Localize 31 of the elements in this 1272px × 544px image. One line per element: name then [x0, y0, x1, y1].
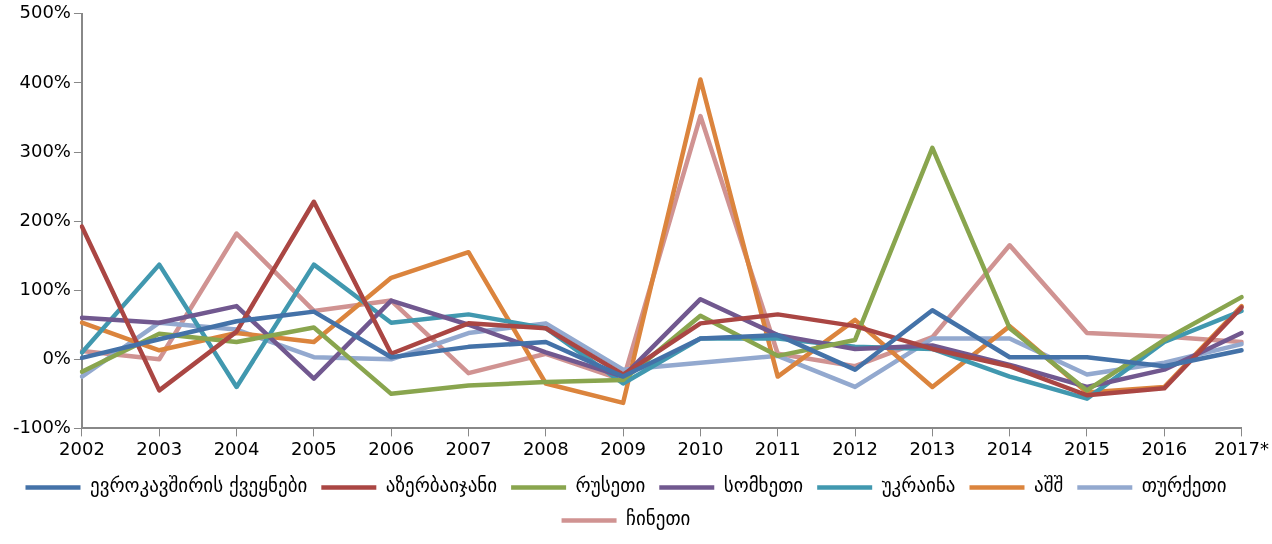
x-tick-label: 2013	[909, 437, 956, 459]
legend-label: ჩინეთი	[626, 507, 691, 531]
y-tick-label: 200%	[19, 208, 71, 230]
x-tick-label: 2008	[522, 437, 569, 459]
x-tick-label: 2010	[677, 437, 724, 459]
y-tick-label: -100%	[12, 416, 71, 438]
x-tick-label: 2007	[445, 437, 492, 459]
y-tick-label: 500%	[19, 1, 71, 23]
x-tick-label: 2017*	[1214, 437, 1269, 459]
x-tick-label: 2002	[59, 437, 105, 459]
x-tick-label: 2012	[832, 437, 878, 459]
legend-label: რუსეთი	[575, 474, 646, 498]
y-tick-label: 0%	[42, 346, 71, 368]
x-tick-label: 2009	[600, 437, 647, 459]
y-tick-label: 100%	[19, 277, 71, 299]
x-tick-label: 2006	[368, 437, 415, 459]
legend-label: აშშ	[1033, 474, 1064, 497]
legend-label: სომხეთი	[723, 474, 804, 498]
x-tick-label: 2004	[213, 437, 260, 459]
legend-label: უკრაინა	[881, 474, 956, 498]
x-tick-label: 2014	[986, 437, 1033, 459]
legend-label: თურქეთი	[1141, 474, 1227, 498]
x-tick-label: 2005	[290, 437, 337, 459]
x-tick-label: 2011	[754, 437, 801, 459]
x-tick-label: 2016	[1141, 437, 1188, 459]
y-tick-label: 300%	[19, 139, 71, 161]
legend-label: ევროკავშირის ქვეყნები	[89, 474, 308, 498]
y-tick-label: 400%	[19, 70, 71, 92]
legend-label: აზერბაიჯანი	[385, 474, 498, 498]
x-tick-label: 2003	[136, 437, 183, 459]
x-tick-label: 2015	[1064, 437, 1110, 459]
